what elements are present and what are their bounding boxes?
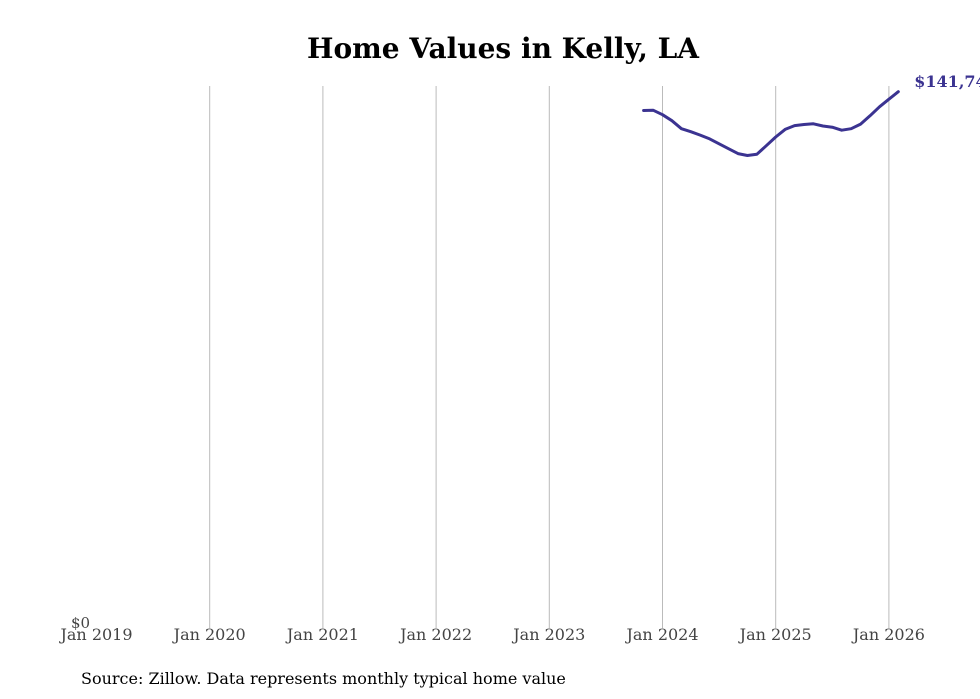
chart-title: Home Values in Kelly, LA bbox=[307, 32, 700, 65]
x-tick-label-2019: Jan 2019 bbox=[58, 625, 132, 644]
x-tick-label-2021: Jan 2021 bbox=[285, 625, 359, 644]
x-axis-ticks: Jan 2019 Jan 2020 Jan 2021 Jan 2022 Jan 2023… bbox=[58, 625, 924, 644]
x-tick-label-2026: Jan 2026 bbox=[851, 625, 925, 644]
series-layer: $141,74 bbox=[642, 72, 980, 157]
x-tick-label-2022: Jan 2022 bbox=[398, 625, 472, 644]
series-line-home-value bbox=[642, 90, 900, 157]
x-tick-label-2020: Jan 2020 bbox=[172, 625, 246, 644]
x-tick-label-2024: Jan 2024 bbox=[624, 625, 698, 644]
x-tick-label-2025: Jan 2025 bbox=[738, 625, 812, 644]
x-tick-label-2023: Jan 2023 bbox=[511, 625, 585, 644]
source-note: Source: Zillow. Data represents monthly … bbox=[81, 669, 566, 688]
gridlines bbox=[209, 86, 890, 628]
series-end-value-label: $141,74 bbox=[914, 72, 980, 91]
y-axis-zero-label: $0 bbox=[71, 614, 90, 632]
